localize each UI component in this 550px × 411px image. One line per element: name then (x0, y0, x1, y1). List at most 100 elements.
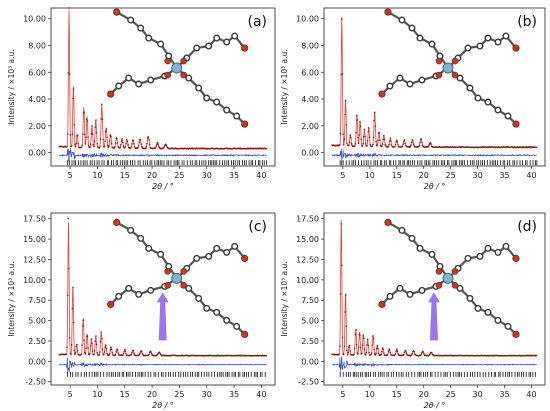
observed-point (409, 145, 412, 148)
carbon-atom (145, 34, 153, 42)
observed-point (339, 144, 341, 146)
observed-point (364, 143, 367, 145)
observed-point (85, 347, 87, 349)
observed-point (374, 125, 377, 128)
observed-point (372, 337, 375, 340)
observed-point (88, 353, 91, 356)
oxygen-atom (512, 254, 520, 262)
observed-point (150, 351, 152, 353)
panel-label: (d) (517, 219, 537, 235)
observed-point (68, 73, 71, 75)
observed-point (106, 353, 108, 355)
observed-point (343, 138, 346, 141)
carbon-atom (398, 16, 406, 24)
observed-point (148, 353, 150, 356)
bragg-reflections (339, 371, 536, 377)
highlight-arrow (427, 292, 440, 341)
observed-points (58, 7, 268, 150)
observed-point (129, 147, 132, 149)
observed-point (90, 132, 93, 135)
observed-point (367, 130, 370, 133)
y-axis-label: Intensity / ×10³ a.u. (7, 261, 16, 336)
observed-point (105, 128, 108, 130)
carbon-atom (416, 244, 424, 252)
observed-point (114, 145, 116, 148)
observed-point (373, 119, 375, 122)
observed-point (123, 350, 125, 353)
observed-point (371, 344, 373, 346)
observed-point (354, 333, 357, 336)
observed-point (370, 352, 373, 354)
carbon-atom (213, 98, 221, 106)
observed-point (387, 350, 390, 353)
metal-center (442, 272, 454, 284)
oxygen-atom (512, 330, 520, 338)
observed-point (350, 142, 353, 145)
calculated-pattern-line (59, 10, 267, 149)
observed-point (131, 351, 133, 354)
carbon-atom (494, 248, 502, 256)
x-tick-label: 5 (340, 171, 345, 180)
observed-point (165, 145, 168, 147)
observed-point (339, 132, 342, 135)
observed-point (362, 337, 365, 339)
carbon-atom (231, 242, 239, 250)
observed-point (93, 145, 95, 148)
observed-point (420, 353, 423, 355)
x-tick-label: 40 (526, 171, 536, 180)
observed-point (353, 145, 356, 148)
carbon-atom (147, 286, 155, 294)
observed-point (157, 143, 159, 145)
observed-point (343, 345, 346, 347)
observed-point (120, 143, 122, 146)
observed-point (77, 142, 80, 145)
y-tick-label: 0.00 (301, 149, 319, 158)
y-tick-label: 0.00 (28, 149, 46, 158)
observed-point (420, 138, 423, 140)
carbon-atom (135, 290, 143, 298)
observed-point (388, 140, 391, 142)
axes-frame (323, 212, 546, 386)
observed-point (66, 294, 69, 297)
observed-point (87, 136, 89, 138)
y-tick-label: 0.00 (301, 357, 319, 366)
observed-point (133, 142, 135, 145)
oxygen-atom (241, 254, 249, 262)
y-axis-label: Intensity / ×10³ a.u. (280, 49, 289, 124)
observed-point (96, 351, 99, 354)
observed-point (95, 335, 97, 337)
observed-point (66, 133, 69, 135)
y-tick-label: 2.50 (301, 337, 319, 346)
observed-point (139, 139, 142, 141)
observed-point (101, 103, 103, 106)
observed-point (394, 146, 396, 148)
observed-point (101, 118, 104, 120)
observed-point (429, 141, 432, 144)
y-tick-label: 7.50 (301, 296, 319, 305)
observed-point (122, 352, 125, 355)
observed-point (114, 142, 117, 144)
observed-point (381, 145, 383, 148)
observed-point (104, 130, 107, 133)
observed-point (395, 139, 398, 141)
observed-point (404, 142, 406, 145)
x-tick-label: 25 (446, 390, 456, 399)
observed-point (137, 146, 139, 149)
carbon-atom (474, 304, 482, 312)
observed-point (428, 144, 430, 146)
observed-point (366, 344, 368, 346)
oxygen-atom (435, 268, 443, 275)
structure-inset (378, 8, 520, 128)
x-tick-label: 30 (202, 390, 212, 399)
observed-point (108, 354, 110, 356)
panel-label: (c) (248, 219, 267, 235)
observed-point (74, 143, 76, 146)
observed-point (81, 344, 83, 347)
y-tick-label: 10.00 (23, 276, 46, 285)
y-tick-label: 15.00 (23, 235, 46, 244)
observed-points (58, 217, 268, 357)
observed-point (120, 140, 123, 142)
y-tick-label: 0.00 (28, 357, 46, 366)
observed-point (350, 136, 352, 139)
observed-point (163, 146, 165, 148)
